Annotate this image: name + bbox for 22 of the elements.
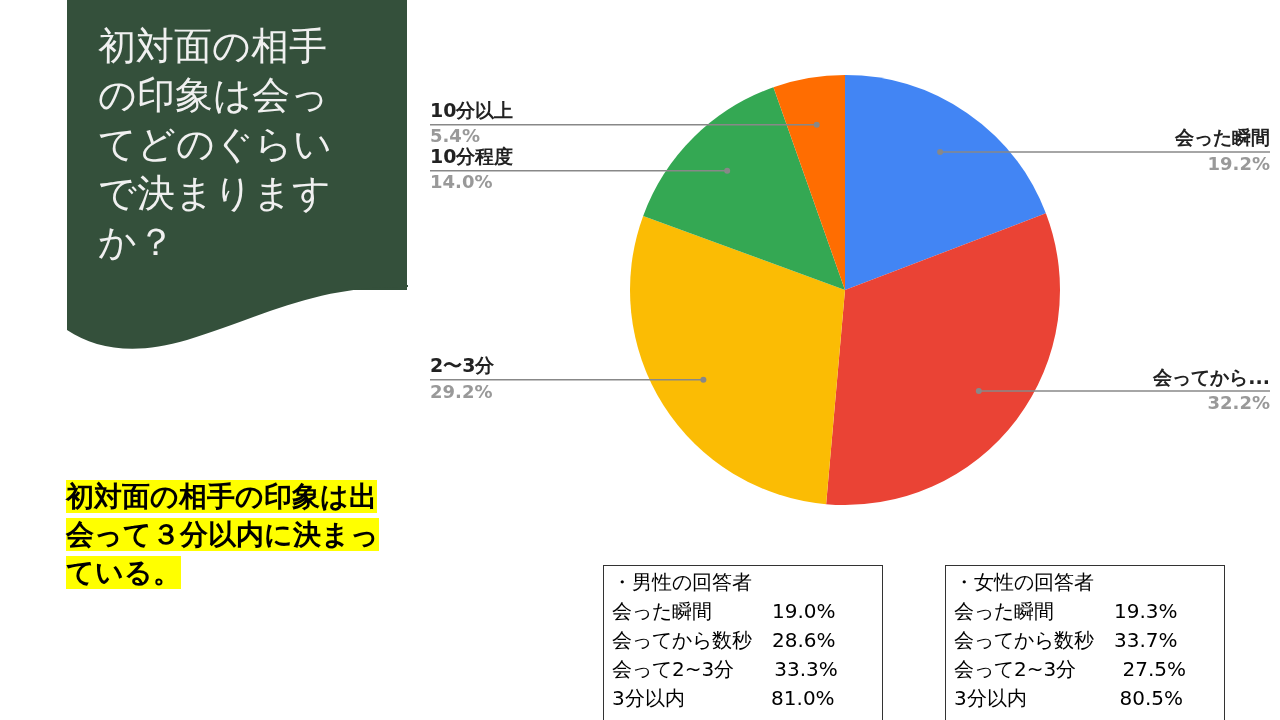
slice-label: 10分以上: [430, 99, 514, 122]
text: 会って2~3分 27.5%: [954, 656, 1188, 683]
text: 初対面の相手の印象は出会って３分以内に決まっている。: [66, 480, 379, 589]
slice-label: 会ってから...: [1152, 365, 1270, 388]
text: 会ってから数秒 28.6%: [612, 627, 837, 654]
text: 会って2~3分 33.3%: [612, 656, 839, 683]
data-label: 29.2%: [430, 380, 493, 402]
data-label: 19.2%: [1207, 152, 1270, 174]
text: 会った瞬間 19.0%: [612, 598, 837, 625]
text: ・女性の回答者: [954, 569, 1095, 596]
slice-label: 会った瞬間: [1174, 126, 1270, 149]
data-label: 32.2%: [1207, 391, 1270, 413]
text: 会ってから数秒 33.7%: [954, 627, 1179, 654]
data-label: 14.0%: [430, 171, 493, 193]
text: 3分以内 81.0%: [612, 685, 836, 712]
text: ・男性の回答者: [612, 569, 753, 596]
slice-label: 10分程度: [430, 145, 514, 168]
text: 会った瞬間 19.3%: [954, 598, 1179, 625]
slice-label: 2〜3分: [430, 354, 496, 377]
data-label: 5.4%: [430, 125, 480, 147]
text: 初対面の相手の印象は会ってどのぐらいで決まりますか？: [98, 23, 333, 266]
text: 3分以内 80.5%: [954, 685, 1184, 712]
